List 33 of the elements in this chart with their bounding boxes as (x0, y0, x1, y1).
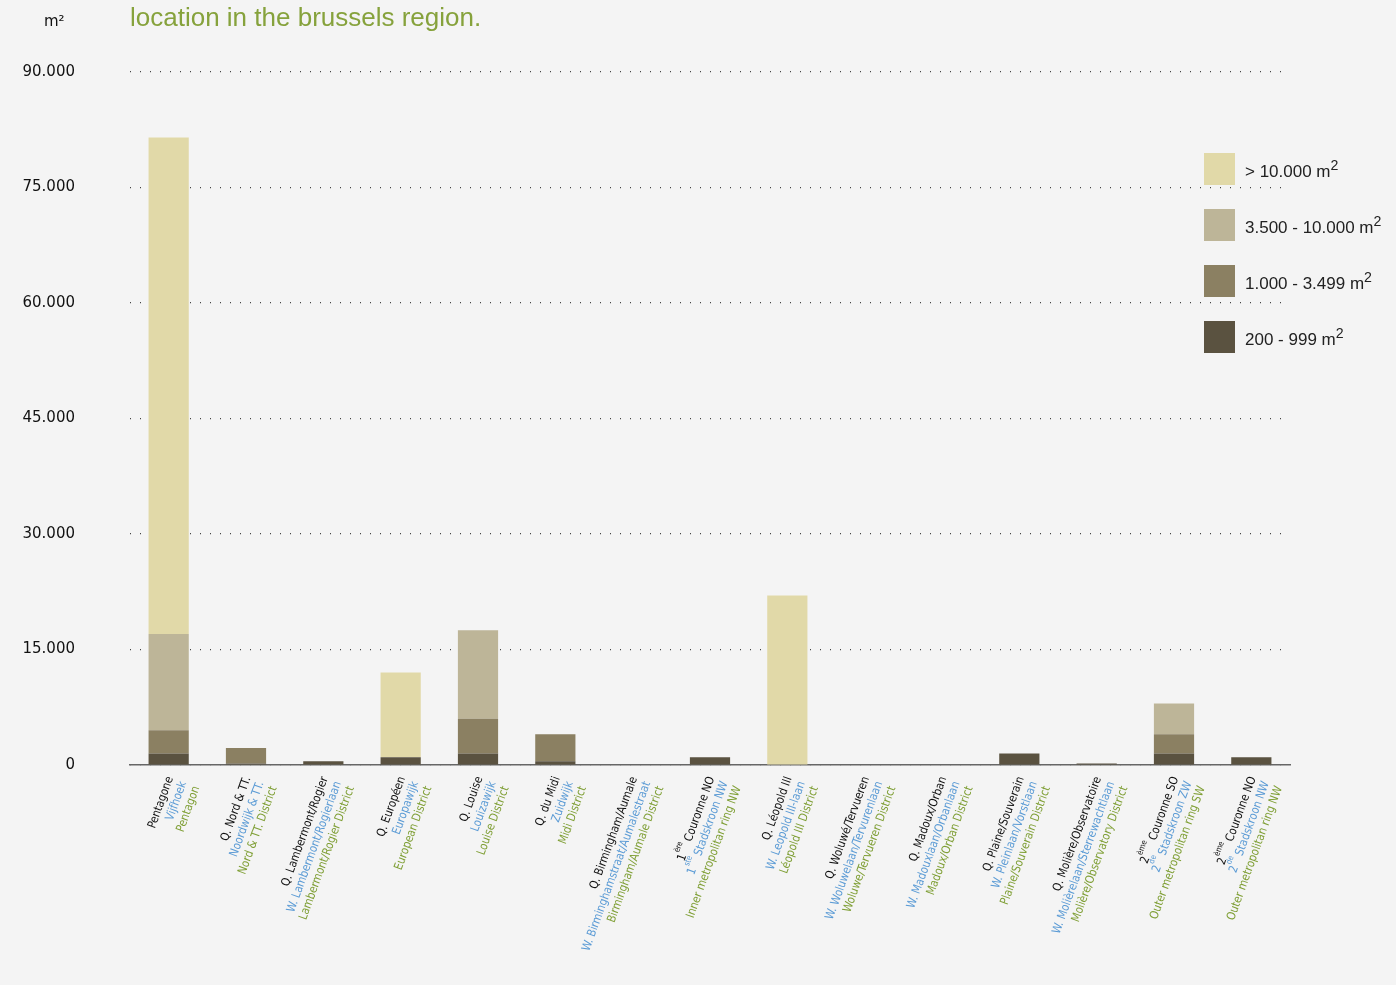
bar (148, 753, 189, 765)
bar (457, 630, 499, 719)
y-tick-label: 30.000 (22, 523, 75, 542)
bar (303, 761, 344, 765)
bar (148, 634, 189, 731)
y-axis-title: m² (44, 12, 65, 30)
bar (999, 753, 1040, 765)
bar (148, 730, 189, 754)
bar (689, 757, 731, 765)
bar (457, 718, 499, 754)
chart-title: location in the brussels region. (130, 2, 482, 33)
bar (457, 753, 499, 765)
bar (380, 672, 421, 758)
y-tick-label: 75.000 (22, 177, 75, 196)
bar (767, 595, 808, 765)
legend-label: 1.000 - 3.499 m$^{2}$ (1245, 268, 1372, 294)
legend-label: 3.500 - 10.000 m$^{2}$ (1245, 212, 1382, 238)
y-tick-label: 90.000 (22, 61, 75, 80)
bar (380, 757, 421, 765)
legend-label: > 10.000 m$^{2}$ (1245, 156, 1339, 182)
bar (225, 748, 267, 764)
bar (1153, 753, 1195, 765)
y-tick-label: 0 (65, 754, 75, 773)
y-tick-label: 60.000 (22, 292, 75, 311)
legend-label: 200 - 999 m$^{2}$ (1245, 324, 1344, 350)
y-tick-label: 45.000 (22, 408, 75, 427)
y-tick-label: 15.000 (22, 639, 75, 658)
bar (535, 734, 576, 762)
bar (1231, 757, 1272, 765)
bar (1153, 734, 1195, 754)
bar (148, 137, 189, 635)
bar (1153, 703, 1195, 735)
bar (535, 761, 576, 765)
